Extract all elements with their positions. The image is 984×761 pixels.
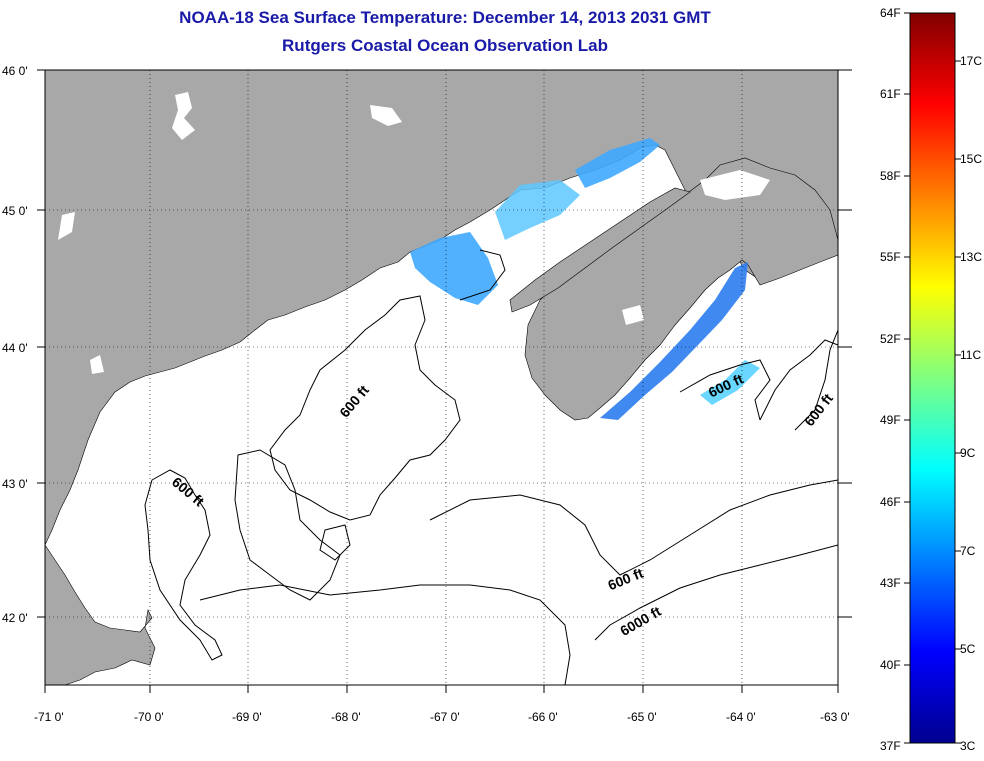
- colorbar-f-label: 40F: [880, 658, 901, 672]
- contour-600-center: [269, 295, 461, 521]
- contour-600-south-east: [794, 329, 838, 431]
- colorbar-c-label: 9C: [960, 446, 976, 460]
- colorbar-f-label: 37F: [880, 739, 901, 753]
- lon-label: -66 0': [528, 710, 558, 724]
- contour-600-inner: [459, 249, 506, 301]
- lon-label: -67 0': [430, 710, 460, 724]
- contour-600-bank: [429, 479, 838, 576]
- lake-4: [90, 355, 104, 374]
- map-title: NOAA-18 Sea Surface Temperature: Decembe…: [179, 8, 711, 27]
- lake-1: [172, 92, 195, 140]
- colorbar-c-label: 13C: [960, 250, 982, 264]
- lon-label: -69 0': [232, 710, 262, 724]
- colorbar-f-label: 52F: [880, 332, 901, 346]
- colorbar-f-label: 43F: [880, 576, 901, 590]
- colorbar-f-label: 64F: [880, 6, 901, 20]
- lat-label: 46 0': [2, 64, 28, 78]
- land-fundy-ridge: [509, 187, 691, 313]
- colorbar-c-label: 5C: [960, 642, 976, 656]
- colorbar-c-label: 17C: [960, 54, 982, 68]
- lat-label: 45 0': [2, 204, 28, 218]
- land-nova-scotia: [524, 157, 838, 421]
- lon-label: -65 0': [627, 710, 657, 724]
- colorbar-f-label: 58F: [880, 169, 901, 183]
- lon-label: -68 0': [331, 710, 361, 724]
- contour-600-east2: [679, 359, 771, 421]
- colorbar-c-label: 11C: [960, 348, 981, 362]
- lat-label: 43 0': [2, 477, 28, 491]
- contour-600-west: [144, 469, 223, 661]
- lake-3: [58, 212, 75, 240]
- lon-label: -64 0': [726, 710, 756, 724]
- colorbar-f-label: 61F: [880, 87, 901, 101]
- latitude-labels: 46 0' 45 0' 44 0' 43 0' 42 0': [2, 64, 28, 625]
- lat-label: 44 0': [2, 341, 28, 355]
- colorbar: 64F 61F 58F 55F 52F 49F 46F 43F 40F 37F …: [880, 6, 982, 753]
- map-subtitle: Rutgers Coastal Ocean Observation Lab: [282, 36, 608, 55]
- colorbar-f-label: 49F: [880, 413, 901, 427]
- contour-6000: [594, 544, 838, 641]
- lake-5: [622, 305, 644, 325]
- colorbar-c-label: 15C: [960, 152, 982, 166]
- colorbar-scale: [909, 12, 956, 744]
- lat-label: 42 0': [2, 611, 28, 625]
- axis-ticks: [37, 69, 852, 693]
- longitude-labels: -71 0' -70 0' -69 0' -68 0' -67 0' -66 0…: [34, 710, 850, 724]
- sst-patch-1: [410, 232, 498, 305]
- bathymetry-contours: [144, 249, 838, 685]
- colorbar-c-label: 3C: [960, 739, 976, 753]
- lon-label: -70 0': [134, 710, 164, 724]
- land-cape-cod: [45, 544, 156, 685]
- colorbar-f-label: 55F: [880, 250, 901, 264]
- colorbar-f-label: 46F: [880, 495, 901, 509]
- colorbar-c-label: 7C: [960, 544, 976, 558]
- graticule: [45, 70, 838, 685]
- contour-bank-islands: [319, 524, 351, 561]
- sst-patch-4: [600, 262, 748, 420]
- plot-frame: [44, 69, 839, 686]
- sst-patch-3: [575, 138, 660, 188]
- lake-2: [370, 105, 402, 126]
- contour-600-east: [759, 339, 838, 421]
- lon-label: -71 0': [34, 710, 64, 724]
- contour-600-georges: [199, 584, 571, 685]
- lon-label: -63 0': [820, 710, 850, 724]
- contour-600-gulf: [234, 449, 341, 601]
- bay-chaleur: [700, 170, 770, 200]
- sst-patch-5: [700, 360, 760, 405]
